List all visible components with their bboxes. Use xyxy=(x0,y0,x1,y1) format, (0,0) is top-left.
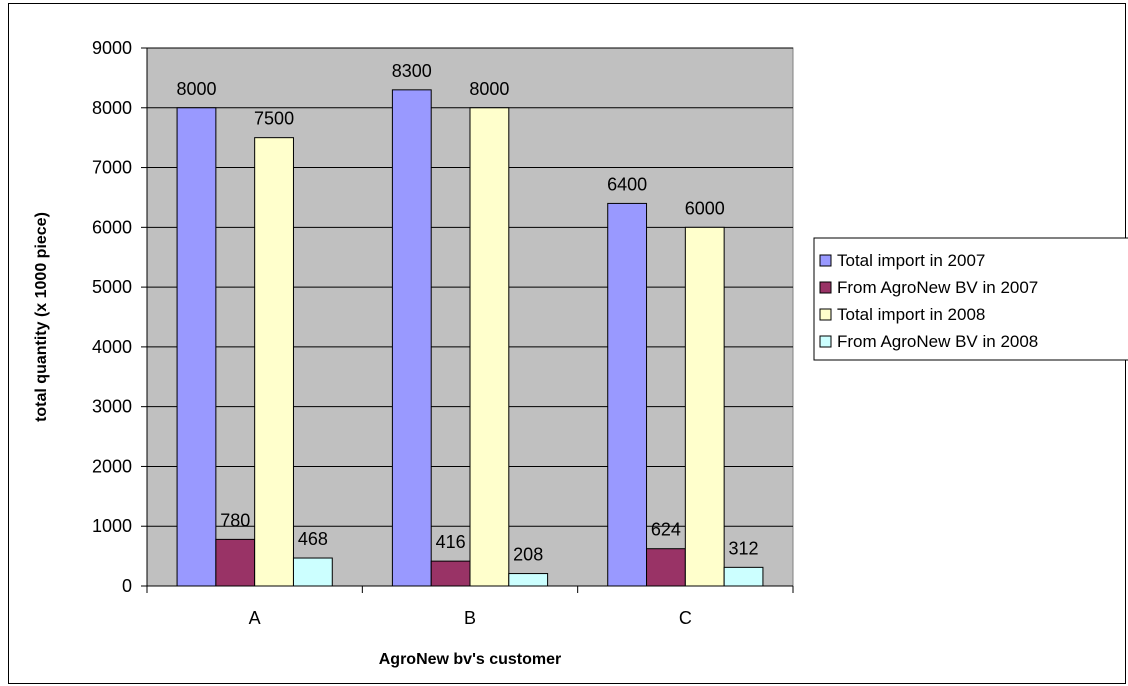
bar xyxy=(292,557,333,587)
data-label: 6400 xyxy=(607,174,647,194)
y-tick-label: 5000 xyxy=(92,277,132,297)
data-label: 624 xyxy=(651,520,681,540)
y-tick-label: 3000 xyxy=(92,397,132,417)
data-label: 8000 xyxy=(176,79,216,99)
axes: 0 1000 2000 3000 4000 5000 6000 7000 8000 9000 A B C xyxy=(92,38,794,628)
bar xyxy=(254,137,294,587)
legend-swatch xyxy=(819,335,832,348)
data-label: 780 xyxy=(220,510,250,530)
bar xyxy=(607,202,648,587)
y-tick-label: 9000 xyxy=(92,38,132,58)
legend-swatch xyxy=(819,281,832,294)
bar xyxy=(469,107,510,587)
bar xyxy=(215,538,256,587)
x-tick-label: A xyxy=(249,608,261,628)
data-label: 208 xyxy=(513,545,543,565)
y-tick-label: 1000 xyxy=(92,516,132,536)
bar xyxy=(508,573,549,587)
data-label: 7500 xyxy=(254,109,294,129)
bars xyxy=(176,89,764,587)
data-label: 8000 xyxy=(469,79,509,99)
x-tick-label: C xyxy=(679,608,692,628)
y-axis-title: total quantity (x 1000 piece) xyxy=(33,212,50,422)
bar xyxy=(391,89,432,587)
y-tick-label: 2000 xyxy=(92,456,132,476)
legend-box xyxy=(813,237,1128,361)
y-tick-label: 8000 xyxy=(92,98,132,118)
y-tick-label: 0 xyxy=(122,576,132,596)
data-label: 468 xyxy=(298,529,328,549)
y-tick-label: 6000 xyxy=(92,217,132,237)
bar xyxy=(430,560,471,587)
bar xyxy=(684,226,725,587)
legend-label: Total import in 2007 xyxy=(837,251,985,270)
legend-swatch xyxy=(819,254,832,267)
data-label: 312 xyxy=(729,538,759,558)
data-label: 416 xyxy=(436,532,466,552)
data-label: 6000 xyxy=(685,198,725,218)
bar xyxy=(646,548,686,587)
legend: Total import in 2007 From AgroNew BV in 2… xyxy=(813,237,1128,361)
legend-label: From AgroNew BV in 2008 xyxy=(837,332,1038,351)
y-tick-label: 7000 xyxy=(92,158,132,178)
x-axis-title: AgroNew bv's customer xyxy=(379,651,562,668)
legend-label: From AgroNew BV in 2007 xyxy=(837,278,1038,297)
legend-label: Total import in 2008 xyxy=(837,305,985,324)
data-label: 8300 xyxy=(392,61,432,81)
bar xyxy=(176,107,217,587)
legend-swatch xyxy=(819,308,832,321)
data-labels: 8000 780 7500 468 8300 416 8000 208 6400 624 6000 3… xyxy=(176,61,758,565)
y-tick-label: 4000 xyxy=(92,337,132,357)
x-tick-label: B xyxy=(464,608,476,628)
bar xyxy=(723,566,764,587)
